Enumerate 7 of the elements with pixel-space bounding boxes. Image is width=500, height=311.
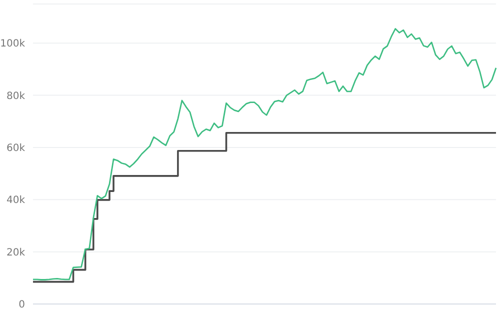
line-series [32,28,497,280]
y-tick-label: 100k [0,38,26,50]
y-tick-label: 60k [6,143,26,154]
y-tick-label: 40k [6,195,26,206]
y-tick-label: 0 [18,300,25,311]
y-tick-label: 20k [6,247,26,258]
y-tick-label: 80k [6,90,26,102]
